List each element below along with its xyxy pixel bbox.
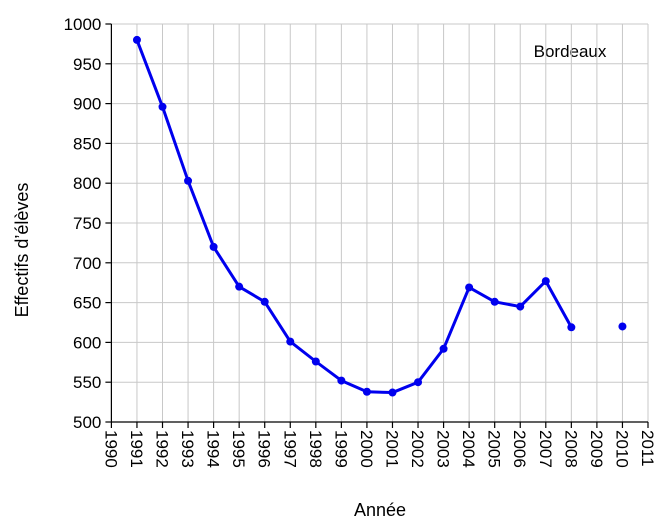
point [567, 323, 576, 332]
point [618, 322, 627, 331]
x-tick-label: 1995 [229, 430, 248, 468]
y-tick-label: 850 [73, 134, 101, 153]
x-tick-label: 2001 [382, 430, 401, 468]
point [337, 376, 346, 385]
x-tick-label: 2006 [510, 430, 529, 468]
x-tick-label: 2007 [536, 430, 555, 468]
y-tick-label: 500 [73, 413, 101, 432]
point [516, 302, 525, 311]
point [260, 297, 269, 306]
line [137, 40, 622, 393]
x-tick-label: 1992 [153, 430, 172, 468]
point [158, 102, 167, 111]
x-tick-label: 1991 [127, 430, 146, 468]
y-tick-label: 950 [73, 55, 101, 74]
x-tick-label: 1996 [255, 430, 274, 468]
x-tick-label: 2008 [561, 430, 580, 468]
x-tick-label: 1997 [280, 430, 299, 468]
x-tick-label: 2000 [357, 430, 376, 468]
point [235, 282, 244, 291]
point [184, 176, 193, 185]
y-tick-label: 900 [73, 95, 101, 114]
x-tick-label: 2002 [408, 430, 427, 468]
y-tick-label: 800 [73, 174, 101, 193]
y-tick-label: 600 [73, 333, 101, 352]
x-tick-label: 2011 [638, 430, 657, 467]
x-axis-label: Année [354, 500, 406, 520]
y-tick-label: 750 [73, 214, 101, 233]
point [541, 277, 550, 286]
y-tick-label: 700 [73, 254, 101, 273]
x-tick-label: 1994 [204, 430, 223, 468]
x-tick-label: 1990 [101, 430, 120, 468]
point [362, 387, 371, 396]
y-axis-label: Effectifs d’élèves [12, 183, 32, 318]
x-tick-label: 1999 [331, 430, 350, 468]
point [286, 337, 295, 346]
point [209, 242, 218, 251]
y-tick-label: 550 [73, 373, 101, 392]
y-tick-label: 1000 [64, 15, 102, 34]
point [311, 357, 320, 366]
point [439, 344, 448, 353]
point [132, 35, 141, 44]
x-tick-label: 2005 [485, 430, 504, 468]
x-tick-label: 1993 [178, 430, 197, 468]
x-tick-label: 2003 [434, 430, 453, 468]
point [490, 297, 499, 306]
point [465, 283, 474, 292]
x-tick-label: 2009 [587, 430, 606, 468]
annotation: Bordeaux [534, 42, 607, 61]
point [388, 388, 397, 397]
x-tick-label: 2004 [459, 430, 478, 468]
x-tick-label: 1998 [306, 430, 325, 468]
x-tick-label: 2010 [612, 430, 631, 468]
point [414, 378, 423, 387]
y-tick-label: 650 [73, 294, 101, 313]
